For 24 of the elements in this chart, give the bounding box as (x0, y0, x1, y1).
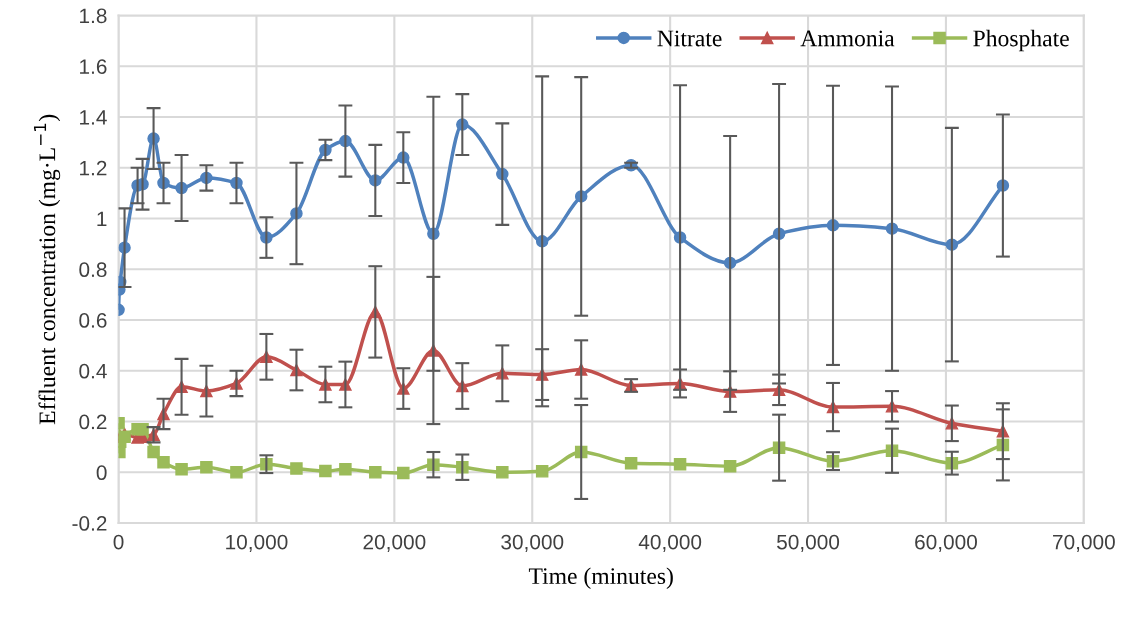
x-tick-label: 10,000 (226, 534, 288, 552)
x-tick-label: 60,000 (915, 534, 977, 552)
y-tick-label: 0 (96, 465, 107, 481)
legend-label: Phosphate (973, 29, 1069, 52)
y-tick-label: 1.8 (80, 8, 107, 24)
y-tick-label: 0.8 (79, 262, 107, 278)
y-tick-label: 0.2 (79, 414, 107, 430)
legend-label: Nitrate (657, 30, 722, 47)
legend-label: Ammonia (800, 30, 895, 47)
x-tick-label: 20,000 (363, 534, 426, 552)
y-tick-label: 0.6 (79, 313, 107, 328)
x-tick-label: 30,000 (501, 534, 564, 552)
x-tick-label: 0 (113, 534, 124, 550)
x-tick-label: 40,000 (638, 534, 702, 552)
y-tick-label: 0.4 (79, 363, 107, 379)
y-tick-label: 1.4 (80, 110, 107, 125)
y-tick-label: 1.6 (80, 59, 107, 74)
x-tick-label: 50,000 (777, 534, 840, 552)
y-tick-label: 1 (97, 211, 107, 227)
x-axis-title: Time (minutes) (528, 567, 673, 589)
y-tick-label: -0.2 (72, 516, 107, 531)
y-axis-title: Effluent concentration (mg·L$^{−1}$) (33, 114, 61, 425)
x-tick-label: 70,000 (1053, 534, 1115, 552)
y-tick-label: 1.2 (80, 160, 107, 176)
